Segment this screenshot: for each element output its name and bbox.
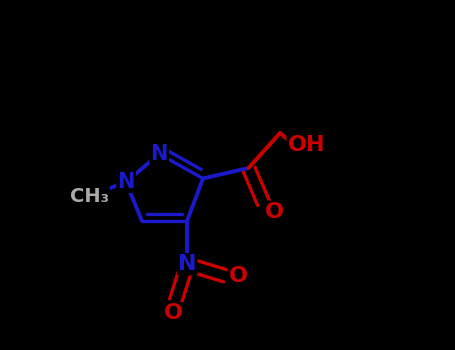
Text: O: O (264, 202, 283, 222)
Text: O: O (164, 303, 183, 323)
Text: N: N (151, 144, 168, 164)
Text: N: N (178, 254, 197, 274)
Text: OH: OH (288, 135, 325, 155)
Text: N: N (117, 172, 135, 192)
Text: CH₃: CH₃ (70, 187, 109, 205)
Text: O: O (228, 266, 248, 286)
